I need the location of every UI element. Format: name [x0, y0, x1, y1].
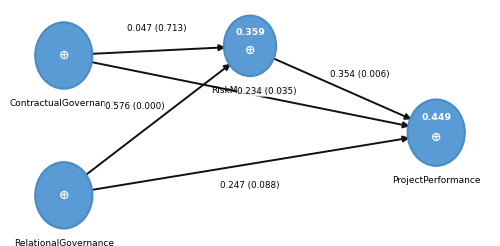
Ellipse shape: [35, 162, 92, 229]
Text: 0.576 (0.000): 0.576 (0.000): [105, 102, 164, 111]
Text: 0.354 (0.006): 0.354 (0.006): [330, 70, 390, 79]
Text: 0.449: 0.449: [421, 113, 452, 122]
Ellipse shape: [35, 22, 92, 89]
Text: RelationalGovernance: RelationalGovernance: [14, 239, 114, 246]
Text: ⊕: ⊕: [431, 131, 442, 144]
Text: ⊕: ⊕: [58, 49, 69, 62]
Text: ContractualGovernance: ContractualGovernance: [10, 99, 118, 108]
Ellipse shape: [408, 99, 465, 166]
Ellipse shape: [409, 101, 463, 164]
Text: 0.234 (0.035): 0.234 (0.035): [238, 87, 297, 96]
Text: 0.359: 0.359: [235, 28, 265, 37]
Text: ProjectPerformance: ProjectPerformance: [392, 176, 480, 185]
Ellipse shape: [37, 164, 91, 227]
Text: ⊕: ⊕: [58, 189, 69, 202]
Ellipse shape: [226, 17, 274, 74]
Text: 0.247 (0.088): 0.247 (0.088): [220, 181, 280, 190]
Ellipse shape: [37, 24, 91, 87]
Text: 0.047 (0.713): 0.047 (0.713): [127, 25, 186, 33]
Ellipse shape: [224, 15, 276, 77]
Text: ⊕: ⊕: [245, 44, 256, 57]
Text: RiskManagement: RiskManagement: [211, 86, 289, 95]
